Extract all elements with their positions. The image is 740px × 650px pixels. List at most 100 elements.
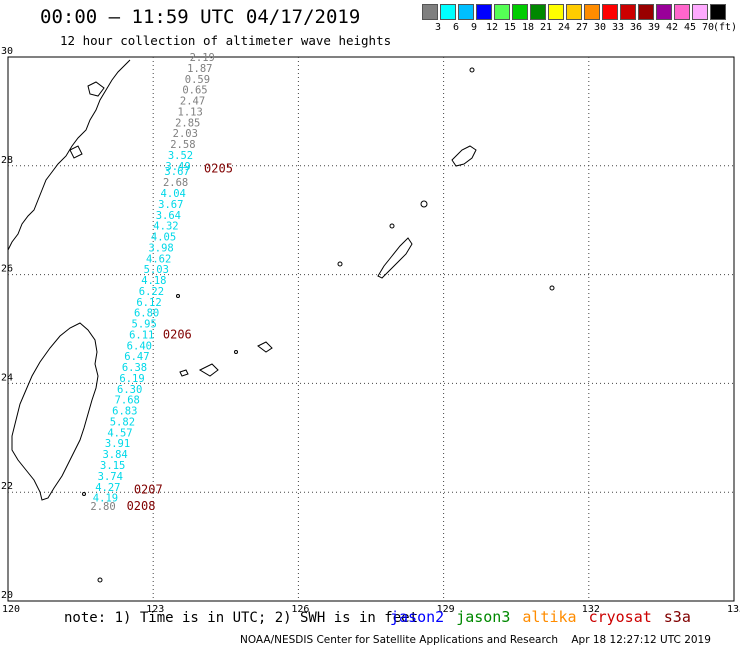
wave-height-value: 3.64 [156,210,181,222]
china-coast-island [69,145,83,159]
scale-swatch [440,4,456,20]
islet [97,577,103,583]
islet [337,261,343,267]
wave-height-value: 5.03 [144,264,169,276]
satellite-name: jason3 [456,608,511,626]
wave-height-value: 1.13 [178,106,203,118]
footer-note: note: 1) Time is in UTC; 2) SWH is in fe… [64,610,419,626]
wave-height-value: 4.27 [95,482,120,494]
scale-swatch [476,4,492,20]
longitude-label: 120 [2,604,20,615]
satellite-name: jason2 [390,608,445,626]
longitude-label: 135 [727,604,740,615]
scale-label: 12 [485,22,499,33]
wave-height-value: 5.95 [132,319,157,331]
satellite-legend: jason2 jason3 altika cryosat s3a [390,608,703,626]
china-coast-island [87,81,105,97]
wave-height-value: 6.30 [117,384,142,396]
wave-height-value: 2.19 [190,52,215,64]
scale-unit: (ft) [712,22,738,33]
map-grid: 120 123 126 129 132 135 30 28 26 24 22 20 [1,46,740,615]
wave-height-value: 3.52 [168,150,193,162]
wave-height-value: 6.22 [139,286,164,298]
pass-number: 0207 [134,482,163,496]
scale-label: 30 [593,22,607,33]
credit-line: NOAA/NESDIS Center for Satellite Applica… [240,634,711,646]
scale-label: 42 [665,22,679,33]
scale-swatch [566,4,582,20]
pass-number: 0205 [204,162,233,176]
scale-swatch [530,4,546,20]
islet [389,223,395,229]
miyako-island [257,341,273,353]
wave-height-value: 6.40 [127,340,152,352]
china-coastline [7,59,131,251]
pass-number-labels: 0205 0206 0207 0208 [127,162,233,513]
wave-height-labels: 2.191.870.590.652.471.132.852.032.583.52… [90,52,215,513]
wave-height-value: 6.12 [136,297,161,309]
islet [469,67,475,73]
scale-swatch [638,4,654,20]
wave-height-value: 3.67 [164,166,189,178]
scale-label: 18 [521,22,535,33]
wave-height-value: 7.68 [115,395,140,407]
wave-height-value: 3.67 [158,199,183,211]
wave-height-value: 3.49 [165,161,190,173]
scale-label: 24 [557,22,571,33]
scale-swatch [494,4,510,20]
islet [549,285,555,291]
ishigaki-island [198,363,219,377]
scale-swatch [620,4,636,20]
scale-label: 36 [629,22,643,33]
wave-height-value: 2.80 [90,501,115,513]
wave-height-value: 3.15 [100,460,125,472]
longitude-label: 126 [291,604,309,615]
scale-label: 21 [539,22,553,33]
latitude-label: 24 [1,372,13,383]
pass-number: 0208 [127,499,156,513]
scale-swatch [710,4,726,20]
scale-swatch [692,4,708,20]
amami-island [451,145,477,167]
wave-height-value: 2.58 [170,139,195,151]
taiwan-coastline [11,322,99,501]
scale-swatch [656,4,672,20]
wave-height-value: 6.19 [119,373,144,385]
page-subtitle: 12 hour collection of altimeter wave hei… [60,33,392,48]
scale-label: 3 [434,22,442,33]
scale-swatch [674,4,690,20]
wave-height-value: 6.83 [112,406,137,418]
scale-label: 6 [452,22,460,33]
wave-height-value: 3.98 [148,242,173,254]
yonaguni-island [179,369,189,377]
wave-height-value: 3.74 [98,471,123,483]
longitude-label: 129 [437,604,455,615]
scale-label: 45 [683,22,697,33]
wave-height-value: 3.91 [105,438,130,450]
page-title: 00:00 – 11:59 UTC 04/17/2019 [40,6,361,28]
scale-label: 39 [647,22,661,33]
islet [82,492,86,496]
islet [420,200,428,208]
wave-height-value: 6.80 [134,308,159,320]
longitude-label: 132 [582,604,600,615]
scale-label: 33 [611,22,625,33]
wave-height-value: 4.62 [146,253,171,265]
satellite-name: cryosat [588,608,652,626]
scale-label: 27 [575,22,589,33]
islet [176,294,180,298]
wave-height-value: 6.47 [124,351,149,363]
latitude-label: 28 [1,155,13,166]
latitude-label: 20 [1,590,13,601]
wave-height-value: 4.19 [93,493,118,505]
scale-swatch [512,4,528,20]
satellite-name: altika [522,608,577,626]
coastline [7,59,555,583]
wave-height-value: 6.38 [122,362,147,374]
scale-label: 9 [470,22,478,33]
wave-height-value: 2.68 [163,177,188,189]
wave-height-value: 4.57 [107,427,132,439]
wave-height-value: 2.85 [175,117,200,129]
wave-height-value: 4.05 [151,232,176,244]
pass-number: 0206 [163,327,192,341]
